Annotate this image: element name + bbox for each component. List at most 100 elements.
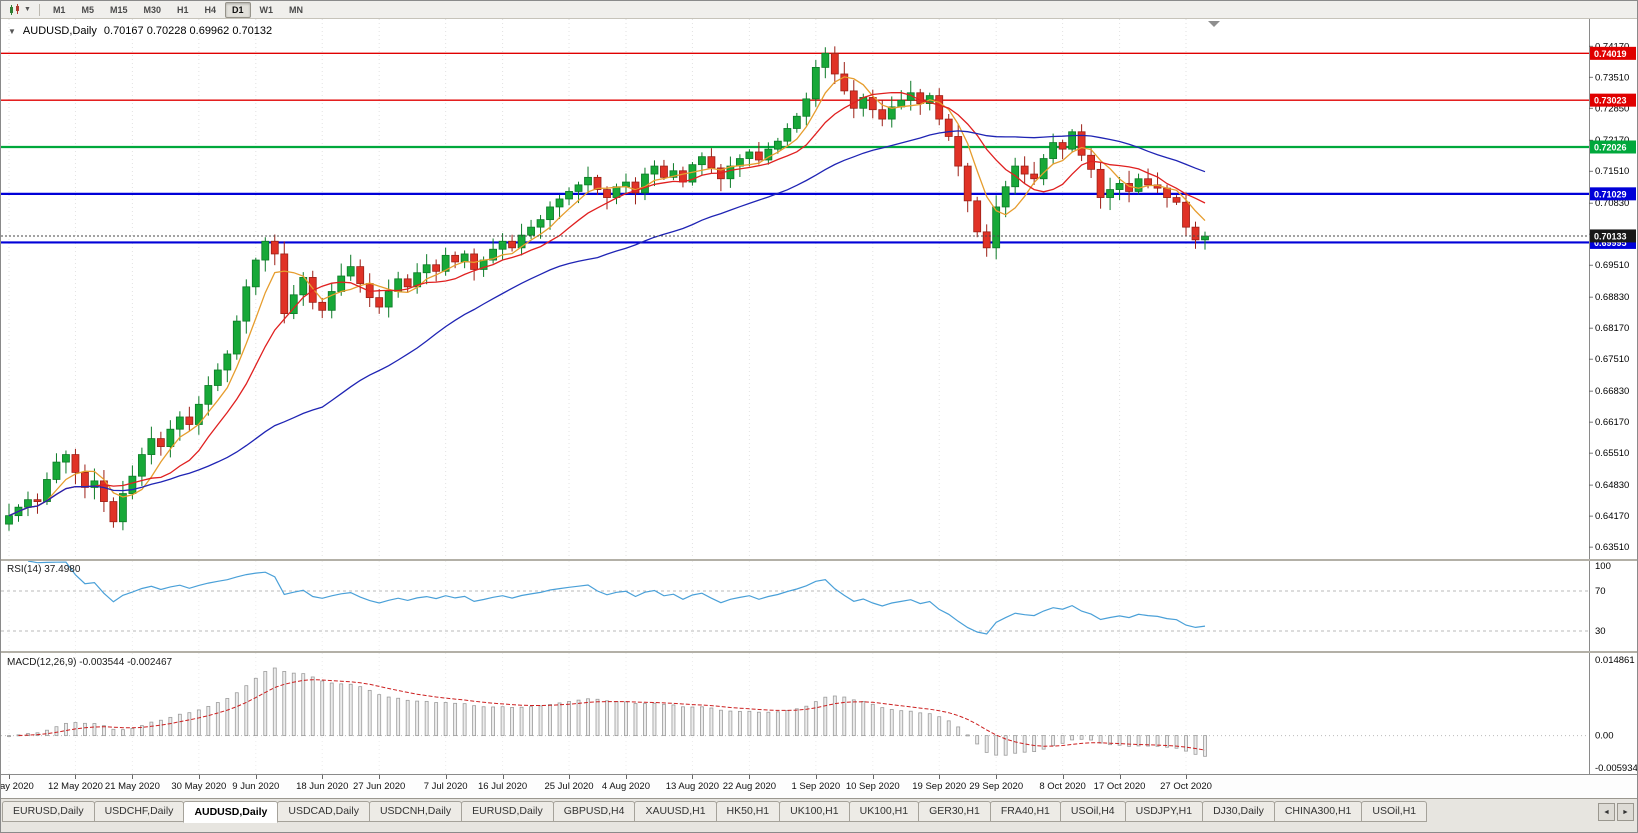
date-axis-label: 8 Oct 2020 bbox=[1039, 781, 1086, 792]
date-tick bbox=[502, 775, 504, 779]
svg-text:30: 30 bbox=[1595, 626, 1606, 637]
svg-text:70: 70 bbox=[1595, 586, 1606, 597]
timeframe-button-d1[interactable]: D1 bbox=[225, 1, 251, 18]
toolbar-separator bbox=[38, 3, 40, 16]
svg-text:0.69995: 0.69995 bbox=[1594, 238, 1627, 248]
candlestick-chart-icon bbox=[10, 3, 19, 15]
date-axis-label: 27 Oct 2020 bbox=[1160, 781, 1212, 792]
rsi-panel-canvas[interactable]: 100 70 30 bbox=[1, 561, 1638, 651]
date-axis-label: 17 Oct 2020 bbox=[1093, 781, 1146, 792]
date-tick bbox=[1119, 775, 1121, 779]
chart-type-button[interactable]: ▼ bbox=[5, 3, 34, 17]
timeframe-button-m5[interactable]: M5 bbox=[81, 4, 94, 15]
date-axis-label: 21 May 2020 bbox=[104, 781, 160, 792]
date-tick bbox=[872, 775, 874, 779]
macd-signal-line bbox=[18, 679, 1206, 751]
candles bbox=[5, 46, 1209, 531]
date-axis-label: 18 Jun 2020 bbox=[296, 781, 349, 792]
chart-tab-gbpusd-h4[interactable]: GBPUSD,H4 bbox=[552, 801, 636, 822]
date-axis-label: 27 Jun 2020 bbox=[353, 781, 406, 792]
svg-text:0.74019: 0.74019 bbox=[1594, 49, 1627, 59]
panel-splitter[interactable] bbox=[1, 651, 1637, 653]
svg-text:0.014861: 0.014861 bbox=[1595, 655, 1635, 666]
main-chart-canvas[interactable]: 0.741700.735100.728500.721700.715100.708… bbox=[1, 19, 1638, 559]
tab-scroll-left-button[interactable]: ◄ bbox=[1598, 803, 1615, 821]
date-axis-label: 29 Sep 2020 bbox=[969, 781, 1024, 792]
svg-text:-0.005934: -0.005934 bbox=[1595, 763, 1638, 774]
date-tick bbox=[9, 775, 10, 779]
chart-ohlc-values: 0.70167 0.70228 0.69962 0.70132 bbox=[103, 25, 273, 37]
chart-tab-dj30-daily[interactable]: DJ30,Daily bbox=[1202, 801, 1275, 822]
chart-shift-marker[interactable] bbox=[1208, 21, 1220, 27]
chart-tab-usdchf-daily[interactable]: USDCHF,Daily bbox=[93, 801, 185, 822]
chart-tab-usoil-h1[interactable]: USOil,H1 bbox=[1361, 801, 1428, 822]
date-axis-label: 22 Aug 2020 bbox=[722, 781, 777, 792]
chart-tab-bar: EURUSD,Daily USDCHF,Daily AUDUSD,Daily USDC… bbox=[1, 798, 1637, 832]
date-axis-label: 25 Jul 2020 bbox=[544, 781, 594, 792]
svg-text:0.71510: 0.71510 bbox=[1595, 166, 1629, 177]
svg-text:0.66170: 0.66170 bbox=[1595, 417, 1629, 428]
toolbar: ▼ M1 M5 M15 M30 H1 H4 D1 W1 MN bbox=[1, 1, 1637, 19]
medium-ma-line bbox=[8, 91, 1206, 517]
slow-ma-line bbox=[8, 130, 1206, 517]
svg-text:0.69510: 0.69510 bbox=[1595, 260, 1629, 271]
chart-tab-china300-h1[interactable]: CHINA300,H1 bbox=[1273, 801, 1363, 822]
svg-text:0.70830: 0.70830 bbox=[1595, 198, 1629, 209]
date-tick bbox=[996, 775, 998, 779]
chart-tab-audusd-daily[interactable]: AUDUSD,Daily bbox=[183, 801, 279, 823]
svg-text:0.73023: 0.73023 bbox=[1594, 96, 1627, 106]
chart-tab-ger30-h1[interactable]: GER30,H1 bbox=[918, 801, 991, 822]
svg-text:0.68170: 0.68170 bbox=[1595, 323, 1629, 334]
collapse-arrow-icon[interactable]: ▼ bbox=[8, 26, 16, 36]
timeframe-button-h1[interactable]: H1 bbox=[177, 4, 189, 15]
timeframe-button-m1[interactable]: M1 bbox=[52, 4, 66, 15]
date-tick bbox=[379, 775, 381, 779]
chart-tab-usdjpy-h1[interactable]: USDJPY,H1 bbox=[1124, 801, 1204, 822]
date-tick bbox=[445, 775, 447, 779]
date-axis-label: 2 May 2020 bbox=[0, 781, 34, 792]
svg-text:0.74170: 0.74170 bbox=[1595, 41, 1629, 52]
chart-tab-uk100-h1[interactable]: UK100,H1 bbox=[779, 801, 850, 822]
chart-tab-fra40-h1[interactable]: FRA40,H1 bbox=[989, 801, 1061, 822]
chart-tab-usoil-h4[interactable]: USOil,H4 bbox=[1059, 801, 1126, 822]
chart-symbol-label: AUDUSD,Daily bbox=[22, 25, 97, 37]
chart-tab-uk100-h1[interactable]: UK100,H1 bbox=[848, 801, 920, 822]
date-axis-label: 10 Sep 2020 bbox=[845, 781, 900, 792]
svg-text:0.73510: 0.73510 bbox=[1595, 72, 1629, 83]
macd-indicator-label: MACD(12,26,9) -0.003544 -0.002467 bbox=[7, 657, 173, 668]
date-tick bbox=[198, 775, 200, 779]
chart-tab-usdcnh-daily[interactable]: USDCNH,Daily bbox=[368, 801, 463, 822]
tab-scroll-arrows: ◄ ► bbox=[1598, 803, 1634, 821]
rsi-line bbox=[27, 561, 1206, 635]
svg-text:100: 100 bbox=[1595, 561, 1611, 572]
chart-header: ▼ AUDUSD,Daily 0.70167 0.70228 0.69962 0… bbox=[8, 25, 272, 37]
chart-tab-xauusd-h1[interactable]: XAUUSD,H1 bbox=[634, 801, 717, 822]
timeframe-button-h4[interactable]: H4 bbox=[204, 4, 217, 15]
date-tick bbox=[132, 775, 134, 779]
gridlines bbox=[8, 19, 1187, 557]
date-tick bbox=[1186, 775, 1188, 779]
chart-tab-eurusd-daily[interactable]: EURUSD,Daily bbox=[2, 801, 95, 822]
date-tick bbox=[75, 775, 77, 779]
chart-tab-eurusd-daily[interactable]: EURUSD,Daily bbox=[461, 801, 554, 822]
panel-splitter[interactable] bbox=[1, 559, 1637, 561]
timeframe-button-mn[interactable]: MN bbox=[289, 4, 304, 15]
date-axis-label: 13 Aug 2020 bbox=[665, 781, 720, 792]
date-tick bbox=[815, 775, 817, 779]
macd-panel-canvas[interactable]: 0.014861 0.00 -0.005934 bbox=[1, 653, 1638, 774]
tab-scroll-right-button[interactable]: ► bbox=[1617, 803, 1634, 821]
timeframe-button-m15[interactable]: M15 bbox=[109, 4, 128, 15]
date-axis-label: 16 Jul 2020 bbox=[478, 781, 528, 792]
timeframe-button-w1[interactable]: W1 bbox=[259, 4, 274, 15]
date-axis-label: 30 May 2020 bbox=[171, 781, 227, 792]
chart-tab-hk50-h1[interactable]: HK50,H1 bbox=[715, 801, 781, 822]
date-axis-label: 12 May 2020 bbox=[47, 781, 103, 792]
svg-text:0.63510: 0.63510 bbox=[1595, 542, 1629, 553]
timeframe-button-m30[interactable]: M30 bbox=[143, 4, 161, 15]
date-tick bbox=[939, 775, 941, 779]
date-tick bbox=[255, 775, 257, 779]
chart-tab-usdcad-daily[interactable]: USDCAD,Daily bbox=[277, 801, 370, 822]
price-level-badges: 0.74019 0.73023 0.72026 0.71029 0.699950.701… bbox=[1590, 46, 1636, 249]
